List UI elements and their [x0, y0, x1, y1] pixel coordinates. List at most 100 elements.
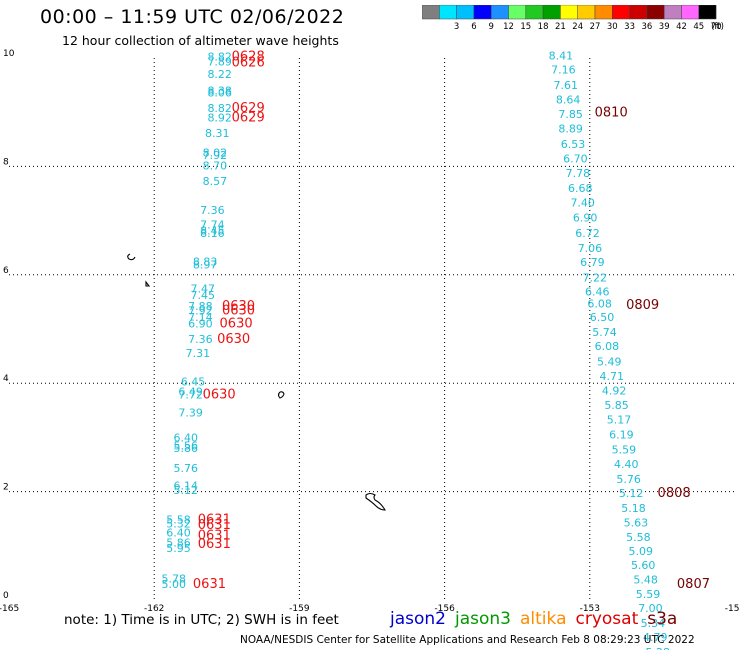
mission-legend: jason2 jason3 altika cryosat s3a: [390, 609, 686, 629]
wave-height-value: 5.12: [619, 487, 644, 500]
credit-line: NOAA/NESDIS Center for Satellite Applica…: [240, 634, 695, 646]
wave-height-value: 5.76: [616, 473, 641, 486]
wave-height-value: 6.49: [178, 386, 203, 399]
wave-height-value: 6.72: [575, 227, 600, 240]
wave-height-value: 6.50: [590, 311, 615, 324]
wave-height-value: 7.14: [188, 311, 213, 324]
lon-tick-label: -150: [725, 604, 740, 614]
wave-height-value: 6.40: [166, 527, 191, 540]
wave-height-value: 4.40: [614, 458, 639, 471]
lon-tick-label: -159: [289, 604, 310, 614]
wave-height-value: 8.82: [207, 51, 232, 64]
map-title: 00:00 – 11:59 UTC 02/06/2022: [40, 6, 345, 28]
island-outline: [127, 253, 136, 261]
pass-time-label: 0630: [222, 299, 255, 314]
color-bin-label: 6: [471, 22, 476, 32]
wave-height-value: 5.86: [166, 536, 191, 549]
wave-height-value: 4.92: [602, 385, 627, 398]
pass-time-label: 0809: [626, 298, 659, 313]
color-bin-label: 36: [641, 22, 652, 32]
island-outline: [277, 391, 285, 399]
wave-height-value: 7.74: [200, 219, 225, 232]
color-bin-label: 21: [555, 22, 566, 32]
wave-height-value: 8.06: [207, 86, 232, 99]
mission-jason3: jason3: [455, 609, 511, 629]
wave-height-value: 8.70: [203, 160, 228, 173]
wave-height-value: 5.00: [161, 578, 186, 591]
lon-tick-label: -156: [434, 604, 455, 614]
wave-height-value: 5.60: [631, 559, 656, 572]
lat-tick-label: 6: [3, 266, 9, 276]
wave-height-value: 7.92: [203, 149, 228, 162]
wave-height-value: 8.83: [193, 256, 218, 269]
color-bin-label: 24: [572, 22, 583, 32]
color-bin-label: 15: [520, 22, 531, 32]
wave-height-value: 6.08: [587, 297, 612, 310]
color-bin-label: 33: [624, 22, 635, 32]
wave-height-value: 4.71: [599, 370, 624, 383]
mission-s3a: s3a: [647, 609, 678, 629]
pass-time-label: 0631: [198, 518, 231, 533]
wave-height-value: 7.88: [188, 300, 213, 313]
wave-height-value: 5.74: [592, 326, 617, 339]
wave-height-value: 8.45: [200, 225, 225, 238]
wave-height-value: 6.19: [609, 428, 634, 441]
color-bin-label: 45: [693, 22, 704, 32]
wave-height-value: 6.14: [174, 479, 199, 492]
wave-height-value: 7.78: [566, 167, 591, 180]
wave-height-value: 7.36: [200, 204, 225, 217]
wave-height-value: 5.95: [166, 542, 191, 555]
wave-height-value: 5.78: [161, 573, 186, 586]
wave-height-value: 6.08: [595, 340, 620, 353]
wave-height-value: 6.90: [188, 317, 213, 330]
pass-time-label: 0807: [677, 577, 710, 592]
wave-height-value: 6.45: [181, 375, 206, 388]
color-bin-label: 30: [607, 22, 618, 32]
map-subtitle: 12 hour collection of altimeter wave hei…: [62, 33, 339, 48]
wave-height-value: 7.89: [207, 56, 232, 69]
wave-height-value: 5.09: [629, 545, 654, 558]
lat-tick-label: 2: [3, 483, 9, 493]
wave-height-value: 5.58: [166, 514, 191, 527]
color-bin-label: 27: [590, 22, 601, 32]
wave-height-value: 7.22: [583, 271, 608, 284]
wave-height-value: 6.53: [561, 138, 586, 151]
wave-height-value: 5.63: [624, 516, 649, 529]
wave-height-value: 7.06: [578, 242, 603, 255]
wave-height-value: 5.59: [636, 588, 661, 601]
pass-time-label: 0810: [595, 106, 628, 121]
color-bin-label: 12: [503, 22, 514, 32]
pass-time-label: 0630: [203, 387, 236, 402]
wave-height-value: 5.28: [645, 646, 670, 650]
color-bin-label: 39: [659, 22, 670, 32]
color-bin-label: 70: [711, 22, 722, 32]
mission-jason2: jason2: [390, 609, 446, 629]
wave-height-value: 5.85: [604, 399, 629, 412]
wave-height-value: 5.32: [166, 517, 191, 530]
island-outline: [145, 280, 151, 287]
lat-tick-label: 4: [3, 374, 9, 384]
pass-time-label: 0631: [193, 577, 226, 592]
wave-height-value: 7.39: [178, 406, 203, 419]
pass-time-label: 0629: [232, 101, 265, 116]
pass-time-label: 0631: [198, 537, 231, 552]
wave-height-value: 6.90: [573, 212, 598, 225]
footer-note: note: 1) Time is in UTC; 2) SWH is in fe…: [64, 612, 339, 628]
wave-height-value: 8.38: [207, 84, 232, 97]
wave-height-value: 8.89: [558, 122, 583, 135]
pass-time-label: 0631: [198, 528, 231, 543]
wave-height-value: 5.59: [612, 444, 637, 457]
wave-height-value: 7.47: [191, 283, 216, 296]
pass-time-label: 0628: [232, 50, 265, 65]
wave-height-value: 7.61: [554, 79, 579, 92]
wave-height-value: 5.12: [174, 484, 199, 497]
wave-height-value: 8.82: [207, 102, 232, 115]
wave-height-value: 7.36: [188, 333, 213, 346]
wave-height-value: 8.02: [203, 147, 228, 160]
wave-height-value: 6.46: [585, 285, 610, 298]
lon-tick-label: -165: [0, 604, 19, 614]
wave-height-value: 8.97: [193, 258, 218, 271]
wave-height-value: 7.85: [558, 108, 583, 121]
wave-height-value: 8.41: [549, 50, 574, 63]
wave-height-value: 8.16: [200, 227, 225, 240]
